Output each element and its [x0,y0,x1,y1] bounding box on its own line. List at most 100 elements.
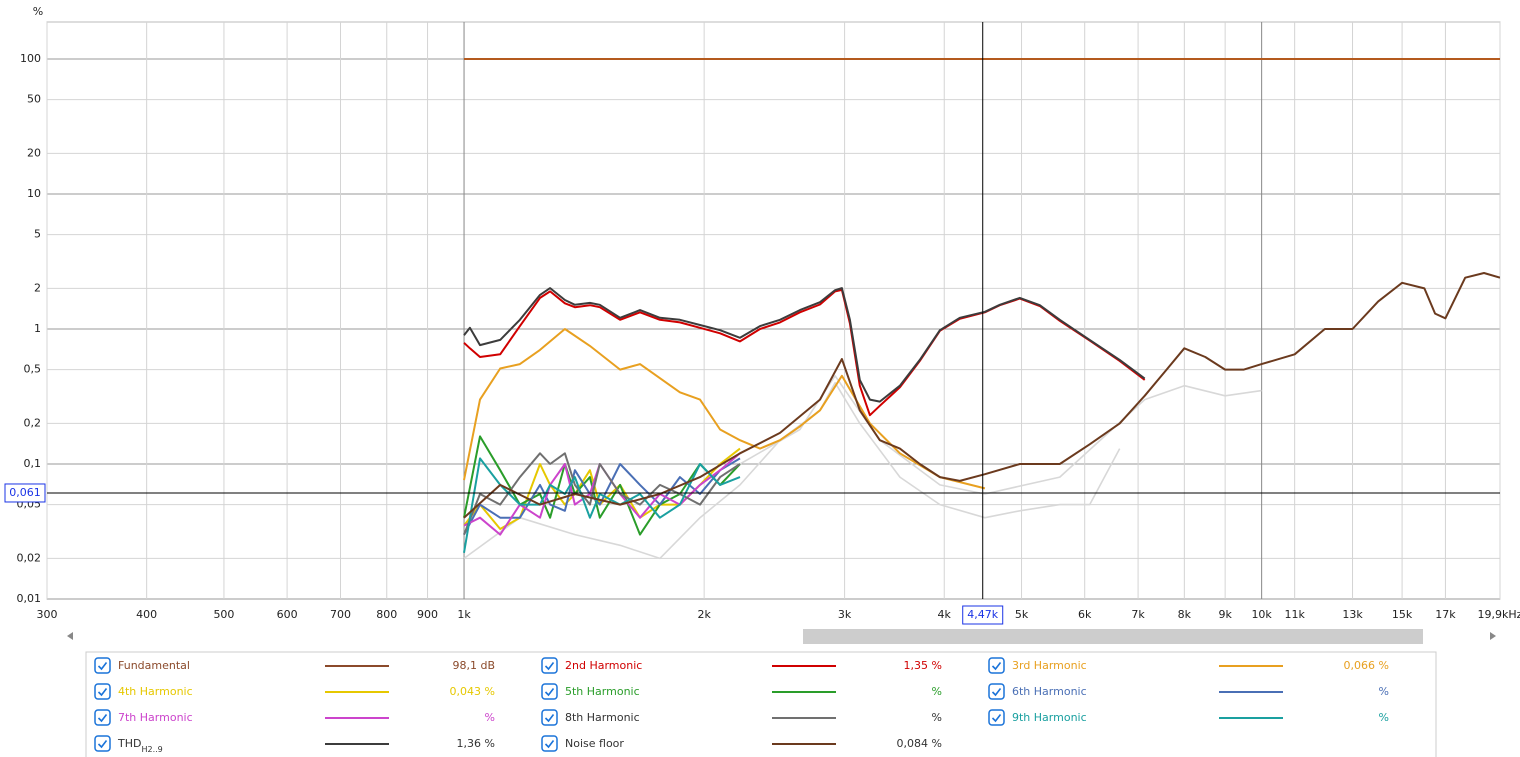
x-tick-label: 13k [1342,608,1363,621]
scroll-right[interactable] [1490,632,1496,640]
legend-name: 3rd Harmonic [1012,659,1087,672]
legend-label: THDH2..9 [117,737,163,754]
x-tick-label: 5k [1015,608,1029,621]
legend-name: 9th Harmonic [1012,711,1087,724]
legend-label: 2nd Harmonic [565,659,642,672]
legend-readout: % [932,711,942,724]
legend-checkbox[interactable] [988,657,1005,674]
legend-readout: % [485,711,495,724]
legend-item: Fundamental 98,1 dB [94,657,495,674]
y-tick-label: 0,5 [24,363,42,376]
y-tick-label: 20 [27,146,41,159]
y-tick-label: 0,01 [17,592,42,605]
legend-label: 7th Harmonic [118,711,193,724]
legend-checkbox[interactable] [94,735,111,752]
series-line [463,457,741,553]
scroll-thumb[interactable] [803,629,1423,644]
legend-item: 9th Harmonic% [988,709,1389,726]
legend-readout: 0,043 % [450,685,495,698]
x-tick-label: 10k [1251,608,1272,621]
legend-item: 4th Harmonic 0,043 % [94,683,495,700]
y-tick-label: 50 [27,93,41,106]
check-mark [544,740,555,749]
legend-checkbox[interactable] [988,709,1005,726]
x-tick-label: 700 [330,608,351,621]
legend-subscript: H2..9 [141,745,162,754]
y-tick-label: 0,02 [17,551,42,564]
legend-checkbox[interactable] [988,683,1005,700]
scroll-left[interactable] [67,632,73,640]
legend-name: 6th Harmonic [1012,685,1087,698]
x-tick-label: 1k [457,608,471,621]
legend-checkbox[interactable] [541,683,558,700]
y-tick-label: 5 [34,228,41,241]
cursor-x-box [962,605,1004,625]
legend-item: 7th Harmonic% [94,709,495,726]
y-axis-label: % [33,5,43,18]
y-tick-label: 100 [20,52,41,65]
check-mark [544,688,555,697]
legend-readout: % [1379,685,1389,698]
x-tick-label: 600 [277,608,298,621]
legend-checkbox[interactable] [541,657,558,674]
legend-checkbox[interactable] [94,709,111,726]
x-tick-label: 500 [213,608,234,621]
check-mark [97,740,108,749]
x-tick-label: 6k [1078,608,1092,621]
x-tick-label: 19,9kHz [1478,608,1520,621]
legend-item: 3rd Harmonic 0,066 % [988,657,1389,674]
y-tick-label: 0,2 [24,416,42,429]
legend-box [85,651,1437,757]
x-tick-label: 900 [417,608,438,621]
series-line [463,452,741,535]
legend: Fundamental 98,1 dB 2nd Harmonic 1,35 % 3rd … [94,657,1389,754]
legend-name: 5th Harmonic [565,685,640,698]
series-line [463,272,1500,519]
y-tick-label: 0,1 [24,457,42,470]
legend-checkbox[interactable] [541,709,558,726]
legend-name: Fundamental [118,659,190,672]
x-tick-label: 8k [1178,608,1192,621]
cursor-y-label: 0,061 [9,486,41,499]
legend-item: 5th Harmonic% [541,683,942,700]
x-tick-label: 800 [376,608,397,621]
legend-label: 8th Harmonic [565,711,640,724]
legend-name: 7th Harmonic [118,711,193,724]
y-tick-label: 10 [27,187,41,200]
legend-checkbox[interactable] [94,657,111,674]
x-tick-label: 2k [697,608,711,621]
cursor-y-box [4,483,46,503]
check-mark [97,662,108,671]
check-mark [991,688,1002,697]
legend-item: 8th Harmonic% [541,709,942,726]
y-tick-label: 2 [34,281,41,294]
legend-item: 6th Harmonic% [988,683,1389,700]
x-tick-label: 9k [1218,608,1232,621]
legend-readout: 1,36 % [457,737,495,750]
legend-readout: 0,066 % [1344,659,1389,672]
legend-readout: % [1379,711,1389,724]
legend-item: 2nd Harmonic 1,35 % [541,657,942,674]
x-tick-label: 17k [1435,608,1456,621]
legend-label: 3rd Harmonic [1012,659,1087,672]
legend-label: Fundamental [118,659,190,672]
legend-name: 4th Harmonic [118,685,193,698]
legend-name: 2nd Harmonic [565,659,642,672]
legend-label: 5th Harmonic [565,685,640,698]
cursor-x-label: 4,47k [967,608,998,621]
legend-readout: % [932,685,942,698]
legend-item: THDH2..9 1,36 % [94,735,495,754]
check-mark [991,714,1002,723]
legend-checkbox[interactable] [541,735,558,752]
legend-item: Noise floor 0,084 % [541,735,942,752]
legend-name: Noise floor [565,737,624,750]
check-mark [544,714,555,723]
x-tick-label: 4k [938,608,952,621]
legend-readout: 0,084 % [897,737,942,750]
legend-readout: 1,35 % [904,659,942,672]
legend-checkbox[interactable] [94,683,111,700]
x-tick-label: 3k [838,608,852,621]
